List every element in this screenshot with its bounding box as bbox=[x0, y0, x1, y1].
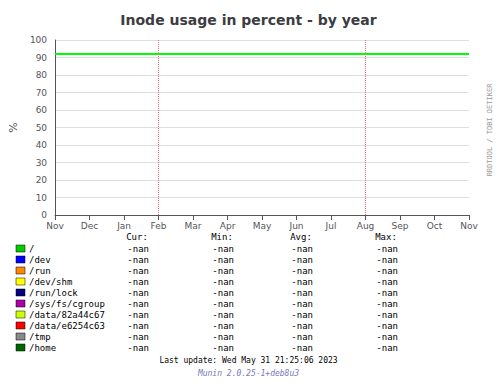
svg-text:-nan: -nan bbox=[212, 310, 234, 320]
svg-text:20: 20 bbox=[36, 175, 48, 185]
svg-text:Munin 2.0.25-1+deb8u3: Munin 2.0.25-1+deb8u3 bbox=[197, 369, 299, 378]
svg-text:10: 10 bbox=[36, 193, 48, 203]
svg-text:40: 40 bbox=[36, 140, 48, 150]
svg-text:-nan: -nan bbox=[212, 255, 234, 265]
svg-text:/run: /run bbox=[29, 266, 51, 276]
svg-text:-nan: -nan bbox=[291, 332, 313, 342]
svg-text:Nov: Nov bbox=[46, 221, 64, 231]
svg-text:RRDTOOL / TOBI OETIKER: RRDTOOL / TOBI OETIKER bbox=[486, 83, 494, 177]
svg-text:Jul: Jul bbox=[325, 221, 337, 231]
svg-text:-nan: -nan bbox=[212, 266, 234, 276]
svg-text:Dec: Dec bbox=[81, 221, 98, 231]
svg-text:-nan: -nan bbox=[127, 277, 149, 287]
svg-text:-nan: -nan bbox=[291, 266, 313, 276]
svg-text:-nan: -nan bbox=[212, 244, 234, 254]
svg-text:Jun: Jun bbox=[289, 221, 304, 231]
svg-text:-nan: -nan bbox=[127, 288, 149, 298]
svg-text:Oct: Oct bbox=[427, 221, 443, 231]
svg-text:-nan: -nan bbox=[291, 244, 313, 254]
svg-text:-nan: -nan bbox=[212, 288, 234, 298]
svg-text:Aug: Aug bbox=[357, 221, 375, 231]
svg-text:-nan: -nan bbox=[291, 255, 313, 265]
svg-text:-nan: -nan bbox=[291, 343, 313, 353]
svg-text:/run/lock: /run/lock bbox=[29, 288, 78, 298]
svg-text:-nan: -nan bbox=[376, 310, 398, 320]
svg-text:-nan: -nan bbox=[376, 332, 398, 342]
svg-text:-nan: -nan bbox=[291, 299, 313, 309]
svg-text:/dev/shm: /dev/shm bbox=[29, 277, 72, 287]
svg-text:Inode usage in percent - by ye: Inode usage in percent - by year bbox=[120, 12, 376, 28]
svg-text:-nan: -nan bbox=[376, 299, 398, 309]
svg-text:-nan: -nan bbox=[212, 321, 234, 331]
svg-text:-nan: -nan bbox=[376, 321, 398, 331]
svg-text:-nan: -nan bbox=[127, 332, 149, 342]
svg-text:-nan: -nan bbox=[291, 321, 313, 331]
svg-text:-nan: -nan bbox=[127, 255, 149, 265]
svg-text:-nan: -nan bbox=[376, 288, 398, 298]
svg-text:-nan: -nan bbox=[212, 299, 234, 309]
svg-text:-nan: -nan bbox=[291, 310, 313, 320]
svg-text:90: 90 bbox=[36, 53, 48, 63]
svg-text:/: / bbox=[29, 244, 34, 254]
svg-text:-nan: -nan bbox=[376, 277, 398, 287]
svg-text:Jan: Jan bbox=[116, 221, 131, 231]
svg-text:Nov: Nov bbox=[460, 221, 478, 231]
svg-text:/home: /home bbox=[29, 343, 56, 353]
svg-text:/dev: /dev bbox=[29, 255, 51, 265]
svg-text:-nan: -nan bbox=[127, 266, 149, 276]
svg-text:/tmp: /tmp bbox=[29, 332, 51, 342]
svg-text:-nan: -nan bbox=[127, 343, 149, 353]
svg-text:-nan: -nan bbox=[376, 266, 398, 276]
svg-text:30: 30 bbox=[36, 158, 48, 168]
svg-text:/sys/fs/cgroup: /sys/fs/cgroup bbox=[29, 299, 105, 309]
svg-text:-nan: -nan bbox=[127, 321, 149, 331]
svg-text:%: % bbox=[7, 122, 20, 132]
svg-text:50: 50 bbox=[36, 123, 48, 133]
svg-text:0: 0 bbox=[41, 210, 47, 220]
svg-text:-nan: -nan bbox=[376, 343, 398, 353]
svg-text:Apr: Apr bbox=[220, 221, 236, 231]
svg-text:-nan: -nan bbox=[127, 310, 149, 320]
svg-text:Min:: Min: bbox=[211, 232, 233, 242]
svg-text:-nan: -nan bbox=[212, 277, 234, 287]
svg-text:Sep: Sep bbox=[392, 221, 409, 231]
svg-text:Cur:: Cur: bbox=[126, 232, 148, 242]
svg-text:-nan: -nan bbox=[127, 244, 149, 254]
svg-text:/data/e6254c63: /data/e6254c63 bbox=[29, 321, 105, 331]
svg-text:Feb: Feb bbox=[151, 221, 167, 231]
svg-text:/data/82a44c67: /data/82a44c67 bbox=[29, 310, 105, 320]
svg-text:-nan: -nan bbox=[127, 299, 149, 309]
svg-text:Avg:: Avg: bbox=[290, 232, 312, 242]
svg-text:-nan: -nan bbox=[291, 277, 313, 287]
svg-text:-nan: -nan bbox=[376, 244, 398, 254]
svg-text:70: 70 bbox=[36, 88, 48, 98]
svg-text:Max:: Max: bbox=[375, 232, 397, 242]
svg-text:80: 80 bbox=[36, 70, 48, 80]
svg-text:-nan: -nan bbox=[212, 332, 234, 342]
svg-text:May: May bbox=[253, 221, 272, 231]
svg-text:-nan: -nan bbox=[291, 288, 313, 298]
svg-text:-nan: -nan bbox=[212, 343, 234, 353]
svg-text:-nan: -nan bbox=[376, 255, 398, 265]
svg-text:100: 100 bbox=[30, 35, 47, 45]
svg-text:60: 60 bbox=[36, 105, 48, 115]
svg-text:Last update: Wed May 31 21:25:: Last update: Wed May 31 21:25:06 2023 bbox=[159, 356, 337, 365]
svg-text:Mar: Mar bbox=[185, 221, 202, 231]
